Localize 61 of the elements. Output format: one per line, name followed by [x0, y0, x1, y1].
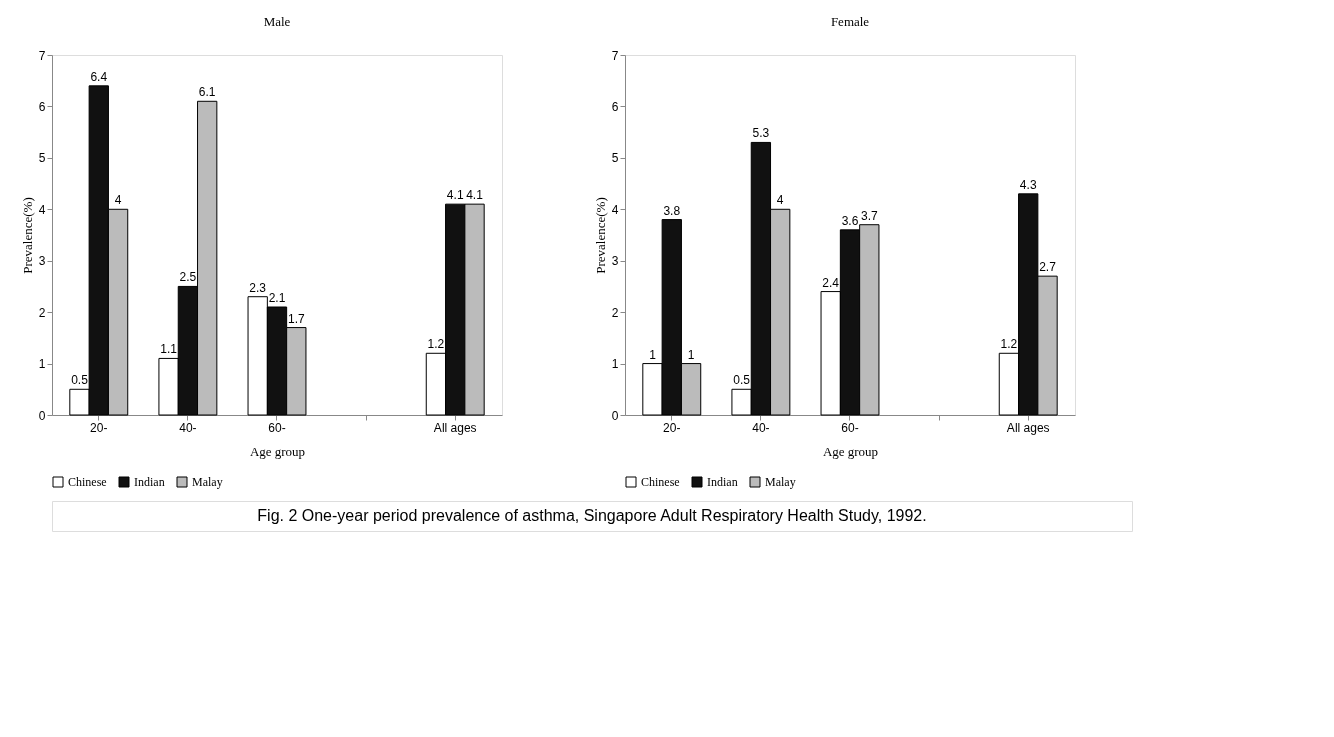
data-label: 2.3	[249, 280, 267, 295]
data-label: 4.1	[446, 188, 464, 203]
data-label: 6.1	[198, 85, 216, 100]
data-label: 5.3	[752, 126, 770, 141]
y-tick-label: 0	[38, 408, 46, 423]
legend-label: Indian	[134, 475, 165, 489]
y-tick-label: 1	[38, 357, 46, 372]
data-label: 4.1	[466, 188, 484, 203]
chart-title: Male	[263, 14, 291, 29]
y-tick-label: 0	[611, 408, 619, 423]
data-label: 2.5	[179, 270, 197, 285]
data-label: 0.5	[733, 373, 751, 388]
caption: Fig. 2 One-year period prevalence of asthma, Singapore Adult Respiratory Health Study, 1992.	[257, 507, 927, 524]
data-label: 1.7	[287, 311, 305, 326]
data-label: 3.7	[860, 208, 878, 223]
data-label: 3.6	[841, 213, 859, 228]
y-tick-label: 4	[38, 202, 46, 217]
data-label: 4.3	[1019, 177, 1037, 192]
legend-label: Malay	[192, 475, 223, 489]
x-tick-label: 40-	[752, 420, 770, 435]
data-label: 0.5	[71, 373, 89, 388]
y-tick-label: 6	[611, 99, 619, 114]
data-label: 2.4	[822, 275, 840, 290]
chart-title: Female	[830, 14, 870, 29]
x-tick-label: 20-	[663, 420, 681, 435]
x-tick-label: All ages	[433, 420, 477, 435]
y-axis-title: Prevalence(%)	[19, 197, 35, 274]
legend-label: Chinese	[68, 475, 107, 489]
data-label: 4	[776, 193, 784, 208]
x-axis-title: Age group	[249, 443, 306, 459]
data-label: 2.1	[268, 291, 286, 305]
x-axis-title: Age group	[822, 443, 879, 459]
data-label: 1.2	[427, 337, 445, 352]
y-tick-label: 3	[38, 254, 46, 269]
x-tick-label: 60-	[841, 420, 859, 435]
data-label: 1.1	[160, 342, 178, 357]
x-tick-label: 20-	[90, 420, 108, 435]
y-tick-label: 6	[38, 99, 46, 114]
y-tick-label: 7	[611, 48, 619, 63]
y-tick-label: 1	[611, 357, 619, 372]
data-label: 4	[114, 193, 122, 208]
x-tick-label: 60-	[268, 420, 286, 435]
data-label: 6.4	[90, 69, 108, 84]
y-tick-label: 5	[611, 151, 619, 166]
data-label: 2.7	[1039, 260, 1057, 275]
data-label: 1	[649, 347, 657, 362]
y-tick-label: 7	[38, 48, 46, 63]
legend-label: Malay	[765, 475, 796, 489]
x-tick-label: 40-	[179, 420, 197, 435]
data-label: 1.2	[1000, 337, 1018, 352]
y-tick-label: 3	[611, 254, 619, 269]
y-tick-label: 4	[611, 202, 619, 217]
y-tick-label: 2	[611, 305, 619, 320]
x-tick-label: All ages	[1006, 420, 1050, 435]
data-label: 1	[687, 347, 695, 362]
y-tick-label: 2	[38, 305, 46, 320]
legend-label: Chinese	[641, 475, 680, 489]
y-axis-title: Prevalence(%)	[592, 197, 608, 274]
data-label: 3.8	[663, 203, 681, 218]
y-tick-label: 5	[38, 151, 46, 166]
legend-label: Indian	[707, 475, 738, 489]
